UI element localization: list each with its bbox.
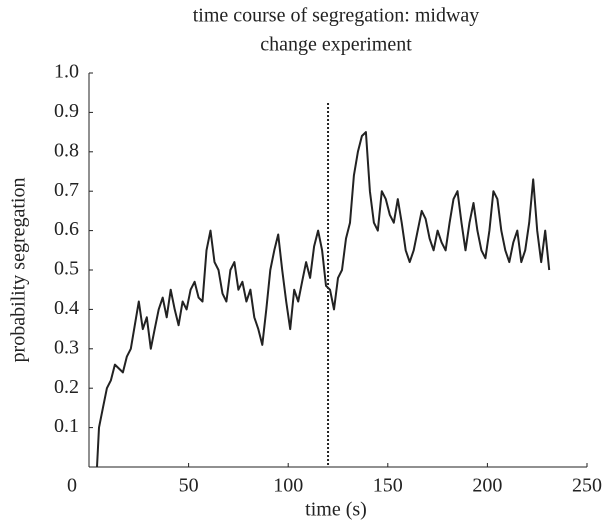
y-tick-label: 0.8 (54, 139, 79, 161)
data-line (96, 131, 551, 468)
chart-title: change experiment (260, 34, 412, 56)
y-tick-label: 0.2 (54, 376, 79, 398)
y-tick-label: 0.6 (54, 218, 79, 240)
chart-title: time course of segregation: midway (193, 5, 480, 27)
x-tick-label: 250 (572, 475, 602, 497)
y-tick-label: 0.3 (54, 336, 79, 358)
y-tick-label: 0.5 (54, 258, 79, 280)
y-tick-label: 0.9 (54, 100, 79, 122)
y-tick-label: 0.7 (54, 179, 79, 201)
x-tick-label: 150 (373, 475, 403, 497)
y-tick-label: 0.4 (54, 297, 79, 319)
y-axis-label: probability segregation (8, 178, 30, 363)
x-tick-label: 50 (179, 475, 199, 497)
x-tick-label: 0 (67, 475, 77, 497)
x-axis-label: time (s) (305, 499, 367, 521)
y-tick-label: 1.0 (54, 61, 79, 83)
y-tick-label: 0.1 (54, 415, 79, 437)
x-tick-label: 200 (472, 475, 502, 497)
x-tick-label: 100 (273, 475, 303, 497)
